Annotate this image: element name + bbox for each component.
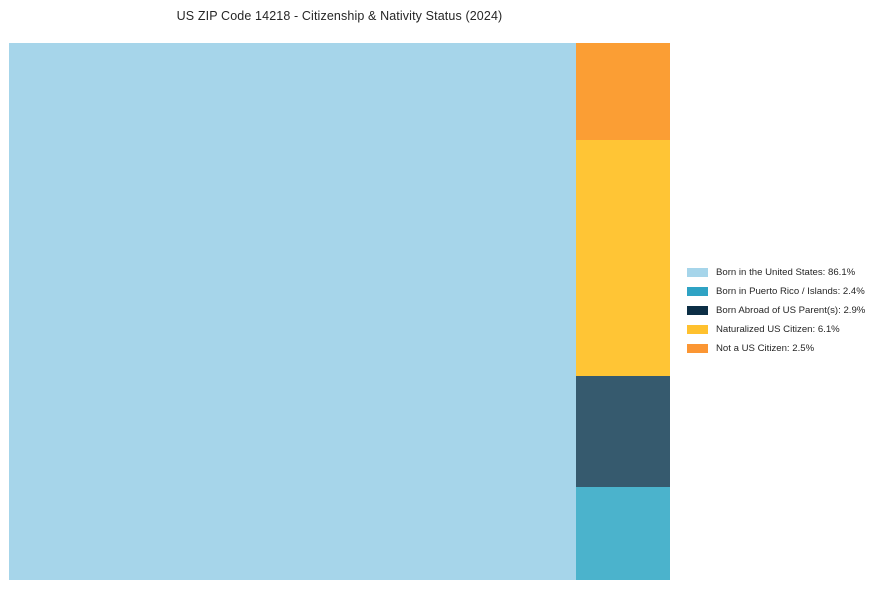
legend-item-label: Born Abroad of US Parent(s): 2.9% [716, 304, 866, 316]
legend-item[interactable]: Born in Puerto Rico / Islands: 2.4% [687, 282, 883, 301]
legend-color-swatch [687, 343, 708, 354]
legend-item-label: Naturalized US Citizen: 6.1% [716, 323, 840, 335]
legend-item[interactable]: Born Abroad of US Parent(s): 2.9% [687, 301, 883, 320]
legend-color-swatch [687, 324, 708, 335]
legend-item[interactable]: Naturalized US Citizen: 6.1% [687, 320, 883, 339]
treemap-tile[interactable] [576, 140, 670, 376]
chart-title: US ZIP Code 14218 - Citizenship & Nativi… [176, 9, 503, 23]
chart-legend: Born in the United States: 86.1% Born in … [687, 263, 883, 358]
legend-item-label: Born in Puerto Rico / Islands: 2.4% [716, 285, 865, 297]
treemap-tile[interactable] [576, 43, 670, 140]
legend-item[interactable]: Born in the United States: 86.1% [687, 263, 883, 282]
treemap-plot-area [9, 43, 670, 580]
legend-item[interactable]: Not a US Citizen: 2.5% [687, 339, 883, 358]
treemap-tile[interactable] [9, 43, 576, 580]
legend-color-swatch [687, 286, 708, 297]
legend-item-label: Not a US Citizen: 2.5% [716, 342, 815, 354]
legend-color-swatch [687, 305, 708, 316]
legend-color-swatch [687, 267, 708, 278]
treemap-tile[interactable] [576, 487, 670, 580]
treemap-tile[interactable] [576, 376, 670, 487]
legend-item-label: Born in the United States: 86.1% [716, 266, 856, 278]
